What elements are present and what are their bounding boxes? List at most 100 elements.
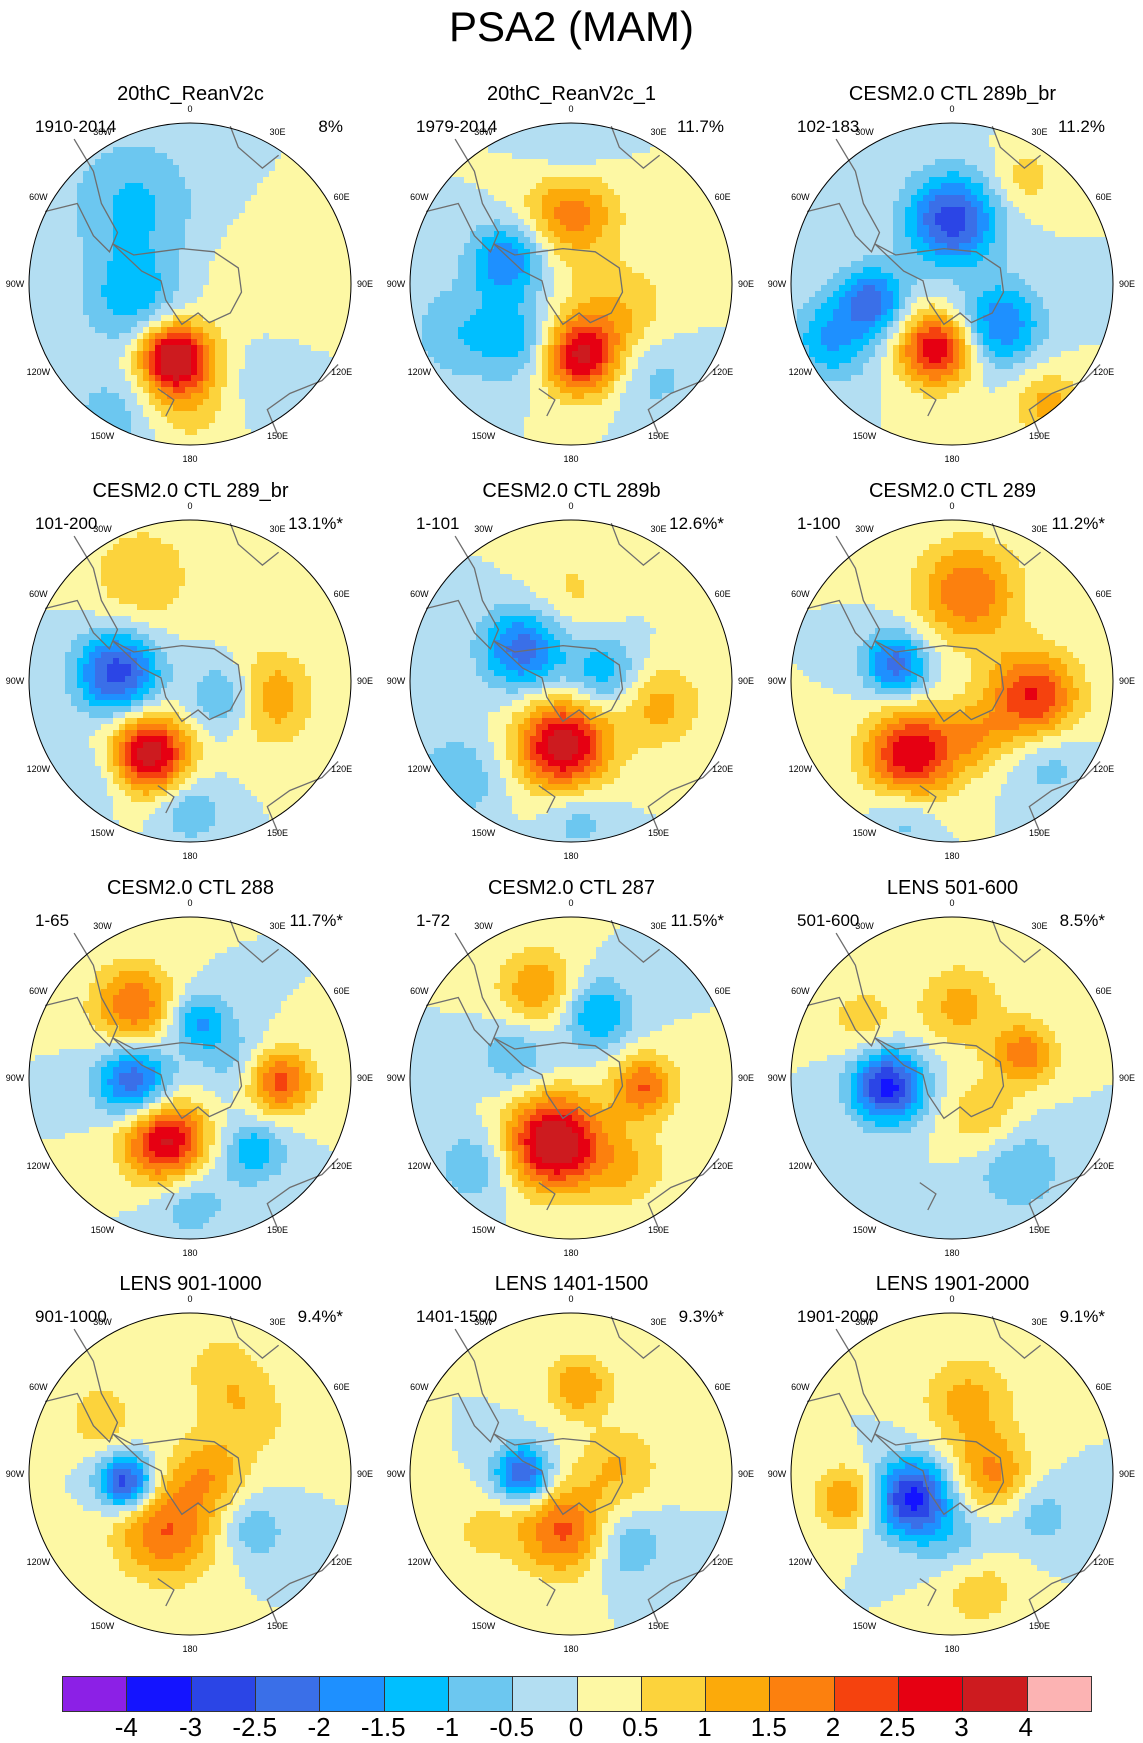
panel-title: CESM2.0 CTL 289b_br	[762, 82, 1143, 106]
panel-title: 20thC_ReanV2c_1	[381, 82, 762, 106]
longitude-label: 60E	[715, 1382, 731, 1392]
longitude-label: 60E	[715, 986, 731, 996]
polar-map	[381, 1312, 762, 1672]
longitude-label: 0	[187, 501, 192, 511]
colorbar-swatch	[578, 1677, 642, 1711]
colorbar-swatch	[706, 1677, 770, 1711]
longitude-label: 150E	[267, 1225, 288, 1235]
longitude-label: 90W	[387, 279, 406, 289]
longitude-label: 60W	[791, 589, 810, 599]
colorbar-swatch	[770, 1677, 834, 1711]
colorbar-swatch	[192, 1677, 256, 1711]
longitude-label: 120E	[331, 764, 352, 774]
longitude-label: 150E	[648, 1225, 669, 1235]
polar-map	[0, 1312, 381, 1672]
longitude-label: 0	[949, 1294, 954, 1304]
longitude-label: 90E	[357, 279, 373, 289]
colorbar-tick-label: 0	[569, 1712, 583, 1743]
longitude-label: 180	[182, 851, 197, 861]
polar-map	[762, 122, 1143, 482]
panel-title: LENS 901-1000	[0, 1272, 381, 1296]
longitude-label: 60W	[791, 986, 810, 996]
longitude-label: 60E	[1096, 1382, 1112, 1392]
longitude-label: 0	[949, 104, 954, 114]
longitude-label: 30E	[650, 127, 666, 137]
longitude-label: 120W	[408, 1557, 432, 1567]
longitude-label: 30E	[1031, 1317, 1047, 1327]
longitude-label: 120E	[331, 367, 352, 377]
longitude-label: 30W	[855, 524, 874, 534]
colorbar-tick-label: -2.5	[232, 1712, 277, 1743]
longitude-label: 120W	[789, 764, 813, 774]
longitude-label: 0	[187, 104, 192, 114]
polar-map	[0, 916, 381, 1276]
longitude-label: 90E	[1119, 676, 1135, 686]
longitude-label: 120E	[1093, 1161, 1114, 1171]
colorbar-tick-label: 0.5	[622, 1712, 658, 1743]
longitude-label: 150W	[472, 1621, 496, 1631]
longitude-label: 150E	[267, 431, 288, 441]
longitude-label: 30E	[650, 1317, 666, 1327]
longitude-label: 90E	[1119, 279, 1135, 289]
longitude-label: 180	[944, 1644, 959, 1654]
colorbar-tick-label: 3	[954, 1712, 968, 1743]
longitude-label: 60E	[715, 589, 731, 599]
longitude-label: 0	[949, 898, 954, 908]
panel-title: LENS 1401-1500	[381, 1272, 762, 1296]
polar-map	[762, 519, 1143, 879]
longitude-label: 120W	[27, 367, 51, 377]
longitude-label: 120E	[712, 764, 733, 774]
longitude-label: 30E	[269, 127, 285, 137]
longitude-label: 60W	[29, 192, 48, 202]
panel-title: CESM2.0 CTL 289	[762, 479, 1143, 503]
longitude-label: 30W	[855, 921, 874, 931]
longitude-label: 90E	[738, 1469, 754, 1479]
longitude-label: 150E	[267, 828, 288, 838]
polar-map	[762, 916, 1143, 1276]
longitude-label: 180	[182, 1644, 197, 1654]
colorbar-swatch	[449, 1677, 513, 1711]
longitude-label: 90E	[1119, 1073, 1135, 1083]
longitude-label: 30W	[474, 524, 493, 534]
figure-title: PSA2 (MAM)	[0, 2, 1143, 52]
colorbar-swatch	[63, 1677, 127, 1711]
polar-map	[0, 519, 381, 879]
colorbar-swatch	[320, 1677, 384, 1711]
longitude-label: 90W	[768, 676, 787, 686]
longitude-label: 60W	[29, 986, 48, 996]
longitude-label: 150W	[472, 1225, 496, 1235]
longitude-label: 30W	[93, 127, 112, 137]
longitude-label: 60W	[410, 1382, 429, 1392]
longitude-label: 30W	[93, 1317, 112, 1327]
colorbar-swatch	[127, 1677, 191, 1711]
longitude-label: 90W	[768, 1073, 787, 1083]
longitude-label: 30W	[93, 921, 112, 931]
longitude-label: 150W	[853, 1225, 877, 1235]
longitude-label: 150W	[91, 431, 115, 441]
colorbar-swatch	[1028, 1677, 1091, 1711]
longitude-label: 150W	[853, 431, 877, 441]
longitude-label: 150E	[648, 1621, 669, 1631]
colorbar-tick-label: 4	[1019, 1712, 1033, 1743]
longitude-label: 30E	[269, 524, 285, 534]
longitude-label: 30E	[269, 921, 285, 931]
longitude-label: 60W	[791, 192, 810, 202]
longitude-label: 90W	[387, 1073, 406, 1083]
panel-title: CESM2.0 CTL 288	[0, 876, 381, 900]
colorbar-tick-label: 1	[697, 1712, 711, 1743]
colorbar-swatch	[642, 1677, 706, 1711]
longitude-label: 0	[568, 501, 573, 511]
polar-map	[381, 519, 762, 879]
longitude-label: 30W	[474, 127, 493, 137]
longitude-label: 90E	[738, 279, 754, 289]
longitude-label: 90W	[6, 1469, 25, 1479]
polar-map	[0, 122, 381, 482]
longitude-label: 120W	[27, 764, 51, 774]
